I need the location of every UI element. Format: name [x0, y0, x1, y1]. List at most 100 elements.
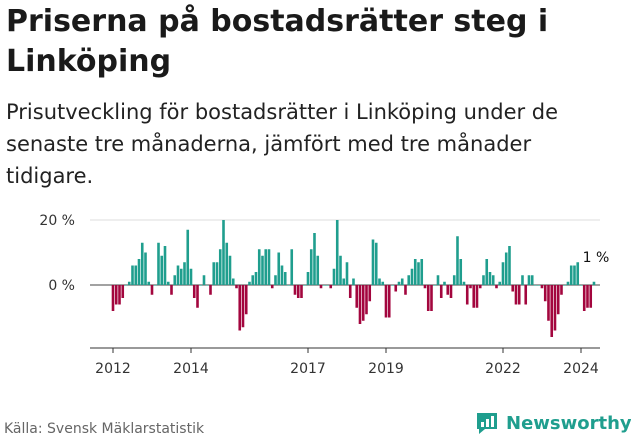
x-tick-label: 2017 — [290, 361, 326, 377]
bar — [316, 255, 320, 285]
bar — [205, 285, 209, 286]
bar — [186, 229, 190, 285]
x-axis — [90, 347, 600, 353]
bar — [342, 278, 346, 285]
labels: 20 % 0 % 2012 2014 2017 2019 2022 2024 1 % — [39, 213, 609, 377]
bar — [439, 285, 443, 298]
bar — [257, 249, 261, 285]
bar — [261, 255, 264, 285]
brand-logo[interactable]: Newsworthy — [474, 410, 631, 436]
bar — [348, 285, 352, 298]
bar — [225, 242, 229, 285]
bar — [400, 278, 404, 285]
bar — [423, 285, 427, 289]
bar — [140, 242, 144, 285]
bar — [550, 285, 554, 337]
bar — [147, 281, 151, 285]
bar — [371, 239, 375, 285]
bar — [485, 259, 489, 285]
bar — [345, 262, 349, 285]
bar — [244, 285, 248, 315]
bar — [215, 262, 219, 285]
y-tick-label: 0 % — [48, 278, 75, 294]
bar — [501, 262, 505, 285]
bar — [179, 268, 183, 285]
x-tick-label: 2022 — [485, 361, 521, 377]
bar — [436, 275, 440, 285]
bar — [534, 285, 537, 286]
bar — [404, 285, 407, 295]
x-tick-label: 2024 — [563, 361, 599, 377]
bar — [495, 285, 498, 289]
bar — [537, 285, 541, 286]
bar — [365, 285, 368, 315]
bar — [521, 275, 524, 285]
bar — [231, 278, 235, 285]
bar — [121, 285, 125, 298]
bar — [277, 252, 281, 285]
bar — [183, 262, 186, 285]
bar — [238, 285, 242, 331]
bar — [202, 275, 206, 285]
chart-title: Priserna på bostadsrätter steg i Linköpi… — [6, 4, 549, 79]
bar — [508, 246, 511, 285]
bar — [469, 285, 472, 289]
chart-subtitle: Prisutveckling för bostadsrätter i Linkö… — [6, 100, 559, 188]
bar — [540, 285, 544, 289]
bar — [313, 233, 316, 285]
bar — [332, 268, 336, 285]
bar — [553, 285, 557, 331]
bar — [517, 285, 521, 305]
bar — [137, 259, 141, 285]
bar — [394, 285, 398, 292]
bar — [176, 265, 180, 285]
bar — [153, 285, 157, 286]
bar — [566, 281, 570, 285]
bar — [573, 265, 576, 285]
bar — [228, 255, 232, 285]
bar — [209, 285, 212, 295]
bar — [384, 285, 388, 318]
bar — [459, 259, 463, 285]
bar — [391, 285, 394, 286]
bar — [160, 255, 164, 285]
bar — [111, 285, 115, 311]
bar — [511, 285, 515, 292]
brand-name: Newsworthy — [506, 412, 631, 434]
bar — [407, 275, 411, 285]
bar — [290, 249, 294, 285]
x-tick-label: 2014 — [173, 361, 209, 377]
bar — [355, 285, 359, 308]
bar — [426, 285, 430, 311]
bar — [335, 220, 339, 285]
bar — [173, 275, 177, 285]
bar — [322, 285, 326, 286]
bar — [189, 268, 193, 285]
bar — [530, 275, 534, 285]
bar — [303, 285, 307, 286]
bar — [586, 285, 589, 308]
bar — [452, 275, 456, 285]
bar — [579, 285, 583, 286]
bars — [111, 220, 596, 337]
bar — [118, 285, 121, 305]
bar — [358, 285, 362, 324]
bar — [199, 285, 203, 286]
bar — [212, 262, 216, 285]
bar — [576, 262, 580, 285]
bar — [264, 249, 268, 285]
bar — [478, 285, 482, 289]
bar — [449, 285, 453, 298]
bar — [524, 285, 528, 305]
bar — [222, 220, 225, 285]
bar — [192, 285, 196, 298]
bar — [280, 265, 284, 285]
bar — [456, 236, 459, 285]
bar — [381, 281, 385, 285]
bar — [274, 275, 277, 285]
bar — [134, 265, 138, 285]
bar — [306, 272, 310, 285]
bar — [482, 275, 485, 285]
bar — [283, 272, 287, 285]
last-value-label: 1 % — [583, 250, 610, 266]
